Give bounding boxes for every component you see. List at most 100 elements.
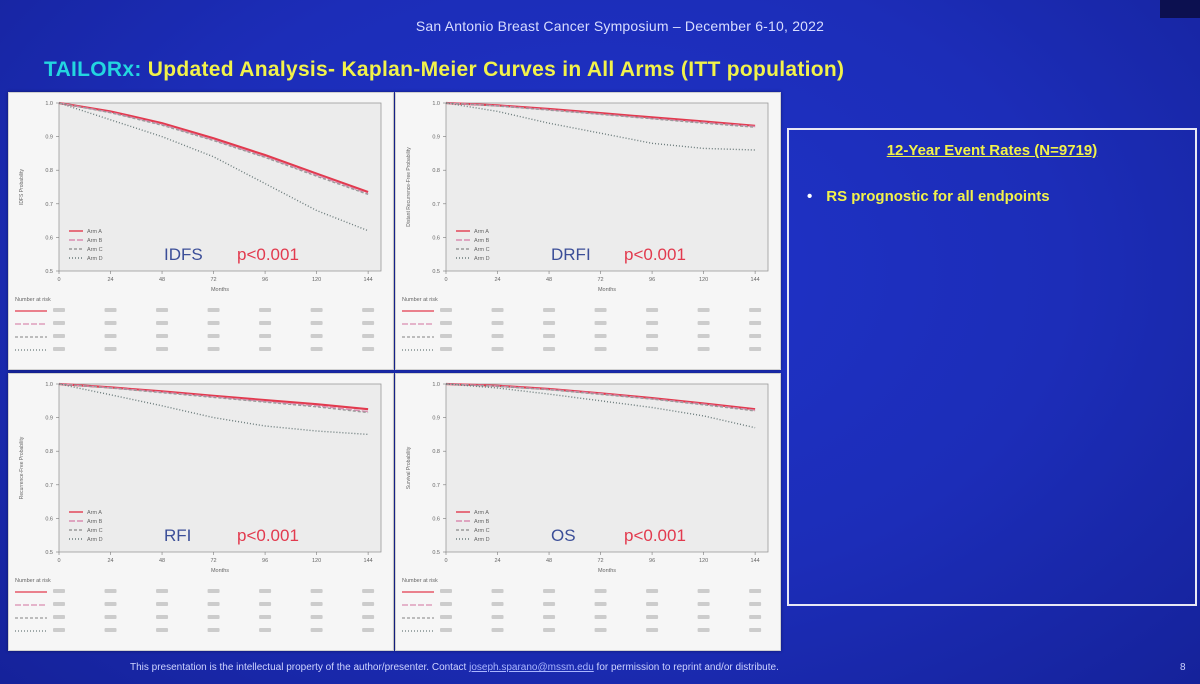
km-panel-os: Survival Probability 1.0 0.9 0.8 0.7 0.6 0.5 0 2… (395, 373, 781, 651)
legend-label: Arm D (87, 256, 103, 262)
y-tick-label: 0.5 (45, 550, 53, 556)
risk-cell-blur (697, 602, 710, 606)
risk-cell-blur (104, 615, 117, 619)
risk-cell-blur (440, 615, 452, 619)
risk-cell-blur (440, 589, 452, 593)
page-number: 8 (1180, 662, 1186, 673)
risk-cell-blur (259, 602, 272, 606)
risk-cell-blur (646, 308, 659, 312)
footer-text-after: for permission to reprint and/or distrib… (596, 662, 779, 673)
km-curve-arm-a (58, 101, 369, 194)
risk-cell-blur (207, 347, 220, 351)
x-tick-label: 144 (751, 558, 760, 564)
risk-cell-blur (749, 347, 762, 351)
y-tick-label: 0.9 (45, 135, 53, 141)
risk-cell-blur (697, 628, 710, 632)
risk-cell-blur (310, 602, 323, 606)
legend-label: Arm A (87, 229, 102, 235)
x-tick-label: 96 (649, 277, 655, 283)
risk-cell-blur (259, 334, 272, 338)
y-tick-label: 0.6 (45, 516, 53, 522)
risk-cell-blur (491, 628, 504, 632)
km-chart-rfi: Recurrence-Free Probability 1.0 0.9 0.8 0.7 0… (15, 382, 382, 632)
x-tick-label: 0 (57, 558, 60, 564)
footer-text-before: This presentation is the intellectual pr… (130, 662, 467, 673)
x-tick-label: 120 (699, 558, 708, 564)
risk-cell-blur (440, 602, 452, 606)
risk-table-label: Number at risk (402, 578, 438, 584)
risk-cell-blur (259, 628, 272, 632)
y-tick-label: 0.8 (45, 449, 53, 455)
y-tick-label: 0.7 (45, 202, 53, 208)
x-tick-label: 48 (546, 277, 552, 283)
x-tick-label: 120 (312, 558, 321, 564)
y-tick-label: 0.6 (432, 235, 440, 241)
y-tick-label: 1.0 (432, 101, 440, 107)
risk-cell-blur (104, 347, 117, 351)
x-tick-label: 0 (444, 558, 447, 564)
conference-header: San Antonio Breast Cancer Symposium – De… (415, 18, 825, 34)
footer-email-link[interactable]: joseph.sparano@mssm.edu (469, 662, 594, 673)
legend-label: Arm A (474, 229, 489, 235)
risk-cell-blur (749, 589, 762, 593)
risk-cell-blur (440, 628, 452, 632)
km-curve-arm-c (58, 102, 369, 196)
risk-cell-blur (259, 321, 272, 325)
y-tick-label: 0.5 (432, 269, 440, 275)
plot-area (445, 102, 769, 272)
risk-cell-blur (362, 334, 375, 338)
x-tick-label: 48 (546, 558, 552, 564)
x-tick-label: 24 (107, 277, 113, 283)
y-tick-label: 1.0 (432, 382, 440, 388)
y-tick-label: 0.6 (45, 235, 53, 241)
risk-cell-blur (362, 628, 375, 632)
risk-cell-blur (646, 321, 659, 325)
p-value-label: p<0.001 (237, 245, 299, 264)
endpoint-label: IDFS (164, 245, 203, 264)
risk-cell-blur (156, 321, 169, 325)
risk-cell-blur (259, 589, 272, 593)
risk-cell-blur (53, 308, 65, 312)
y-tick-label: 0.5 (432, 550, 440, 556)
risk-cell-blur (697, 334, 710, 338)
risk-cell-blur (594, 347, 607, 351)
y-axis-label: Survival Probability (406, 446, 412, 489)
y-tick-label: 0.7 (45, 483, 53, 489)
risk-cell-blur (749, 308, 762, 312)
risk-cell-blur (362, 308, 375, 312)
risk-cell-blur (543, 308, 556, 312)
risk-cell-blur (156, 602, 169, 606)
x-tick-label: 0 (444, 277, 447, 283)
risk-cell-blur (697, 615, 710, 619)
risk-cell-blur (310, 628, 323, 632)
event-rates-bullet-text: RS prognostic for all endpoints (826, 188, 1050, 205)
p-value-label: p<0.001 (624, 526, 686, 545)
x-tick-label: 72 (597, 277, 603, 283)
legend-label: Arm D (474, 537, 490, 543)
km-chart-drfi: Distant Recurrence-Free Probability 1.0 0.… (402, 101, 769, 351)
risk-cell-blur (104, 602, 117, 606)
slide-title-trial: TAILORx: (44, 58, 142, 81)
y-tick-label: 0.7 (432, 483, 440, 489)
y-tick-label: 0.8 (432, 449, 440, 455)
y-tick-label: 0.5 (45, 269, 53, 275)
p-value-label: p<0.001 (624, 245, 686, 264)
risk-cell-blur (543, 602, 556, 606)
legend-label: Arm D (474, 256, 490, 262)
x-axis-label: Months (598, 287, 616, 293)
risk-cell-blur (207, 628, 220, 632)
x-tick-label: 96 (262, 277, 268, 283)
slide-title-rest: Updated Analysis- Kaplan-Meier Curves in… (141, 58, 845, 81)
legend-label: Arm A (474, 510, 489, 516)
risk-cell-blur (440, 321, 452, 325)
km-chart-os: Survival Probability 1.0 0.9 0.8 0.7 0.6 0.5 0 2… (402, 382, 769, 632)
x-tick-label: 0 (57, 277, 60, 283)
risk-cell-blur (543, 334, 556, 338)
risk-cell-blur (104, 321, 117, 325)
legend-label: Arm C (87, 247, 103, 253)
risk-cell-blur (362, 615, 375, 619)
risk-cell-blur (543, 628, 556, 632)
risk-cell-blur (646, 334, 659, 338)
risk-cell-blur (156, 628, 169, 632)
risk-table-label: Number at risk (402, 297, 438, 303)
